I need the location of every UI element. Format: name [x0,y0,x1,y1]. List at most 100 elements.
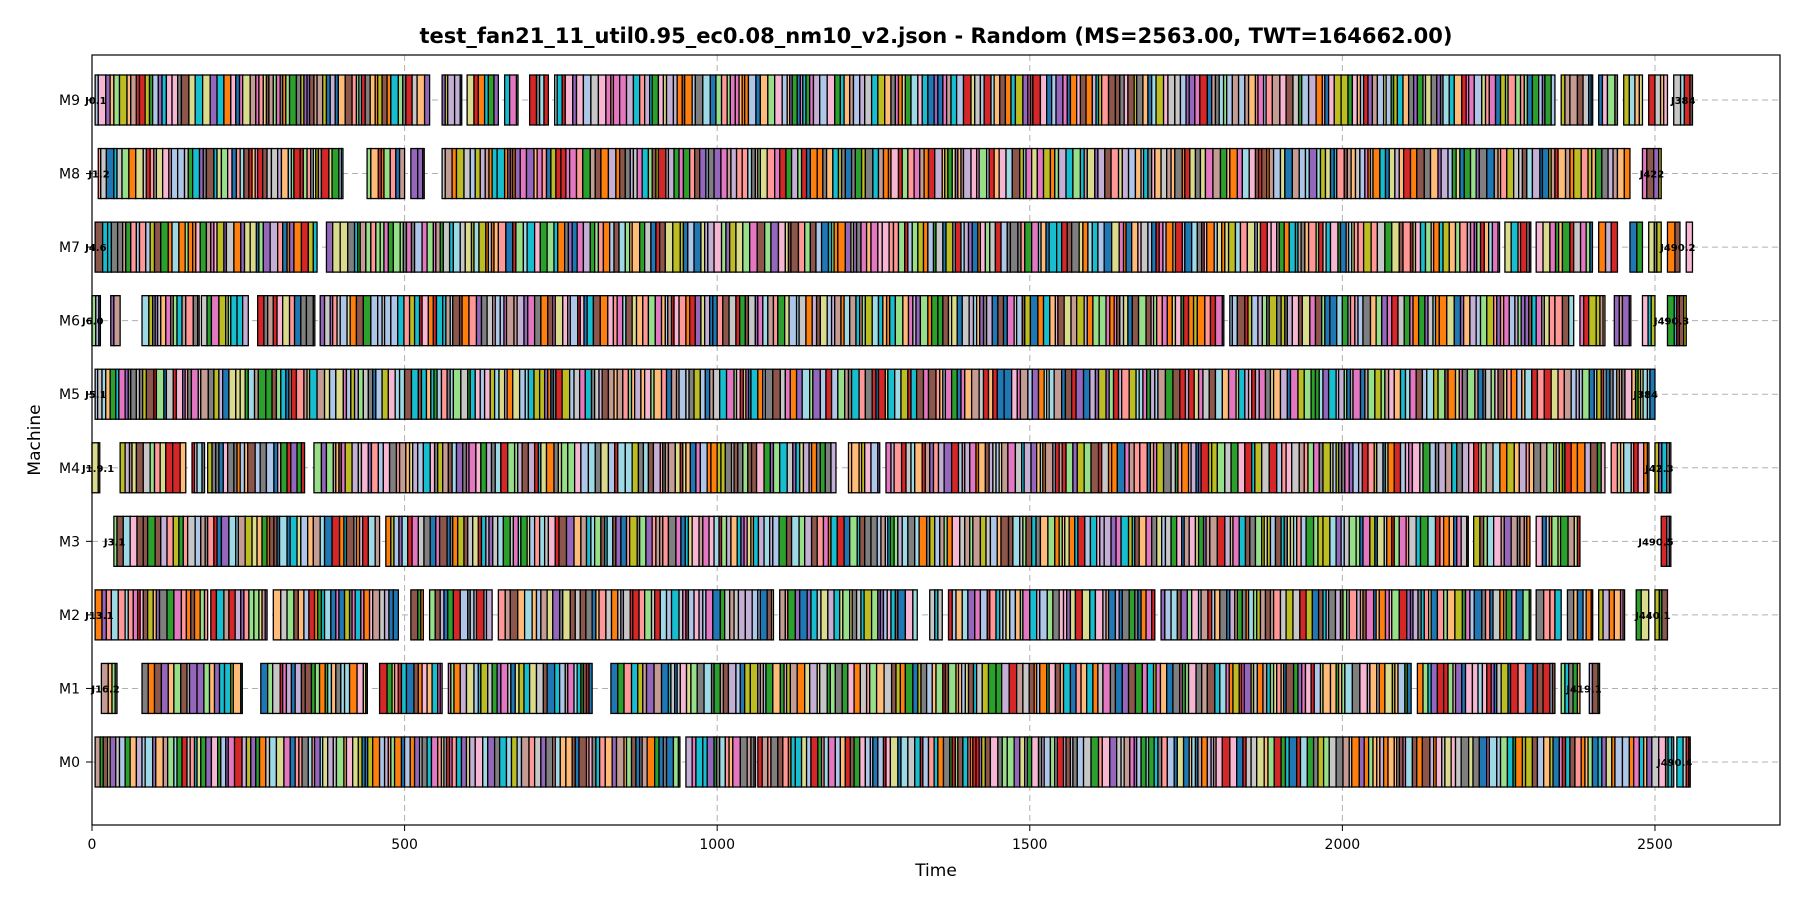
job-bar [1214,589,1221,641]
job-bar [802,442,810,494]
job-bar [521,442,530,494]
job-bar [1000,515,1010,567]
job-bar [146,515,156,567]
job-bar [1468,736,1474,788]
job-bar [1229,589,1236,641]
job-bar [979,589,988,641]
job-bar [1011,147,1021,200]
job-bar [705,589,714,641]
job-bar [289,515,298,567]
job-bar [1166,736,1175,788]
job-bar [950,368,958,420]
job-bar [1588,295,1597,347]
job-bar [970,147,978,200]
job-bar [411,74,418,126]
job-bar [720,147,728,200]
job-bar [1469,147,1477,200]
job-bar [1581,368,1590,420]
job-bar [730,147,738,200]
job-bar [724,589,731,641]
job-bar [421,295,429,347]
job-bar [1484,589,1491,641]
job-bar [934,147,943,200]
job-bar [1195,662,1203,715]
job-bar [426,221,435,273]
job-bar [1090,442,1100,494]
job-bar [1542,221,1551,273]
job-bar [1583,295,1590,347]
job-bar [467,515,474,567]
job-bar [742,442,749,494]
job-bar [176,736,183,788]
job-bar [372,736,381,788]
job-bar [961,295,970,347]
job-bar [283,736,291,788]
job-bar [473,221,480,273]
job-bar [1236,147,1243,200]
job-bar [901,147,909,200]
job-bar [959,515,966,567]
job-bar [332,295,338,347]
job-bar [624,221,631,273]
job-bar [556,74,563,126]
job-bar [1327,368,1337,420]
job-bar [1552,736,1560,788]
job-bar [125,221,132,273]
job-bar [1079,74,1087,126]
job-bar [267,662,274,715]
job-bar [1396,74,1404,126]
job-bar [468,295,478,347]
job-bar [1569,736,1576,788]
job-bar [392,589,399,641]
job-bar [1393,515,1400,567]
job-bar [1543,736,1551,788]
job-bar [1598,221,1607,273]
job-bar [589,147,596,200]
job-bar [339,295,348,347]
job-bar [1337,368,1345,420]
job-bar [370,147,379,200]
job-bar [1481,662,1488,715]
job-bar [1376,442,1384,494]
job-bar [763,515,771,567]
job-bar [531,589,538,641]
job-bar [200,295,208,347]
job-bar [210,589,218,641]
job-bar [1334,589,1342,641]
job-bar [1416,147,1425,200]
job-bar [1633,442,1639,494]
y-tick-label: M9 [59,93,80,109]
job-bar [1561,221,1571,273]
job-bar [196,662,205,715]
job-bar [1084,515,1092,567]
job-bar [1236,295,1246,347]
job-bar [1124,442,1130,494]
job-bar [339,221,349,273]
job-bar [1301,295,1311,347]
job-bar [1376,221,1386,273]
job-bar [117,589,126,641]
job-bar [1164,368,1174,420]
job-bar [841,662,849,715]
job-bar [602,221,611,273]
job-bar [1071,368,1077,420]
job-bar [178,515,184,567]
job-bar [937,589,943,641]
job-bar [285,662,293,715]
job-bar [810,589,818,641]
job-bar [1025,147,1033,200]
job-bar [381,74,388,126]
job-bar [914,736,922,788]
job-bar [472,515,480,567]
job-bar [261,515,268,567]
job-bar [1419,515,1429,567]
job-bar [607,368,615,420]
job-bar [842,589,851,641]
job-bar [1460,515,1468,567]
job-bar [1468,74,1475,126]
job-bar [720,515,728,567]
job-bar [904,662,914,715]
job-bar [680,515,686,567]
job-bar [801,368,811,420]
job-bar [258,74,264,126]
